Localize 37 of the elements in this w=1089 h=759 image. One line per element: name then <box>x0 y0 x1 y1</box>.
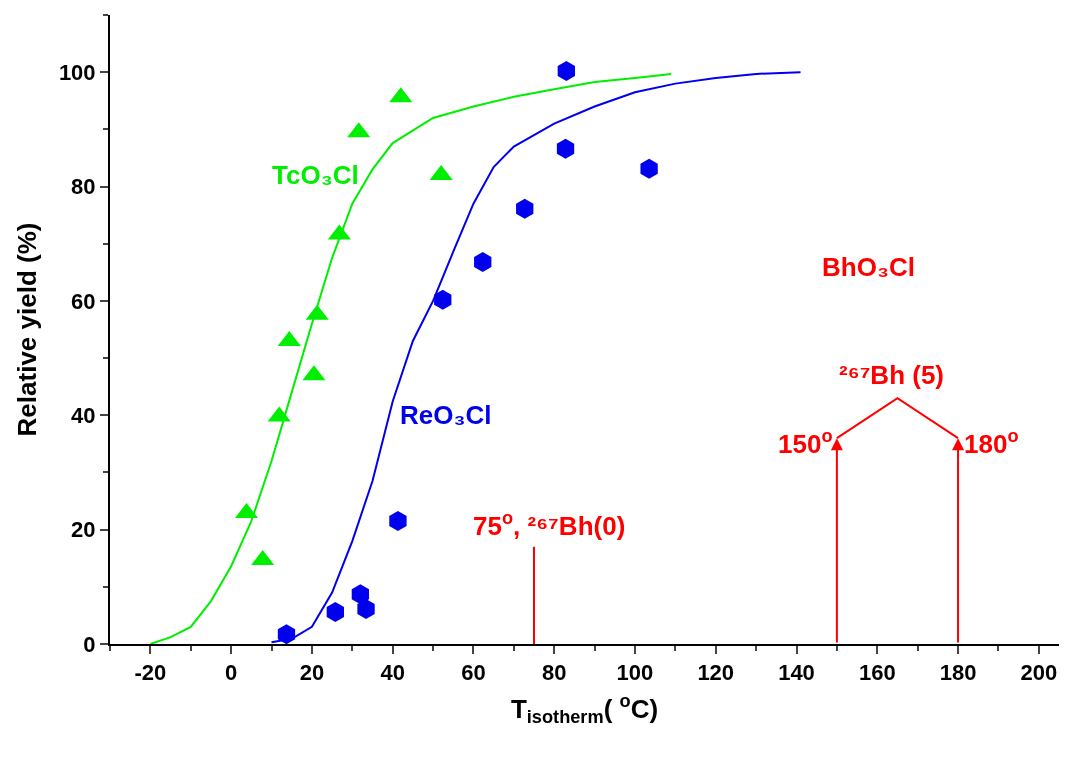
y-axis-title: Relative yield (%) <box>11 222 42 437</box>
y-tick-label: 100 <box>58 59 96 85</box>
annotation: 180$^{o}$ <box>964 426 1019 459</box>
point <box>640 158 658 179</box>
x-tick-label: -20 <box>134 660 167 686</box>
x-tick-label: 160 <box>858 660 896 686</box>
x-tick-label: 60 <box>461 660 486 686</box>
point <box>326 601 344 622</box>
annotation: 75$^{o}$, ²⁶⁷Bh(0) <box>473 508 626 541</box>
point <box>351 584 370 605</box>
x-tick-label: 200 <box>1020 660 1058 686</box>
point <box>556 138 575 159</box>
annotation: BhO₃Cl <box>822 252 915 282</box>
x-tick-label: 120 <box>697 660 735 686</box>
x-tick-label: 0 <box>225 660 238 686</box>
x-tick-label: 80 <box>541 660 567 686</box>
point <box>474 252 492 273</box>
line-series <box>149 72 673 644</box>
x-tick-label: 180 <box>939 660 977 686</box>
x-axis-title: T$_{isotherm}$( $^{o}$C) <box>510 690 659 728</box>
x-tick-label: 20 <box>299 660 325 686</box>
text: ReO₃Cl <box>400 400 492 430</box>
annotation: ²⁶⁷Bh (5) <box>839 360 945 390</box>
point <box>516 198 534 219</box>
x-tick-label: 100 <box>616 660 654 686</box>
x-tick-label: 140 <box>778 660 815 686</box>
y-tick-label: 80 <box>71 174 96 200</box>
point <box>389 511 407 532</box>
point <box>434 289 452 310</box>
x-tick-label: 40 <box>380 660 405 686</box>
y-tick-label: 20 <box>71 517 96 543</box>
y-tick-label: 40 <box>71 402 96 428</box>
y-tick-label: 0 <box>83 631 96 657</box>
point <box>357 599 375 620</box>
series-label: TcO₃Cl <box>272 160 359 190</box>
annotation: 150$^{o}$ <box>778 426 833 459</box>
y-tick-label: 60 <box>71 288 96 314</box>
